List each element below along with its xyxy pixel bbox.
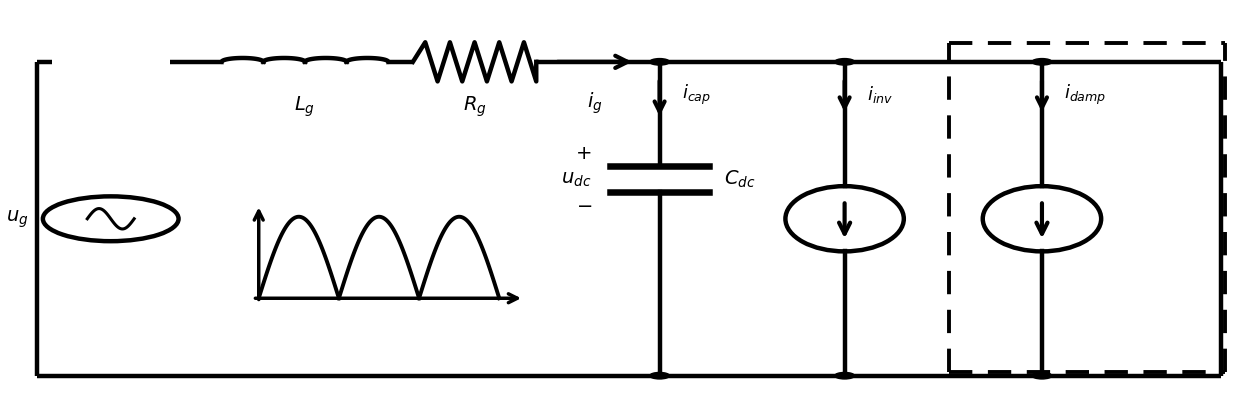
Text: $+$: $+$ <box>575 144 591 163</box>
Text: $L_g$: $L_g$ <box>294 94 315 119</box>
Circle shape <box>1032 58 1052 65</box>
Circle shape <box>650 58 670 65</box>
Circle shape <box>650 373 670 379</box>
Circle shape <box>1032 373 1052 379</box>
Text: $R_g$: $R_g$ <box>463 94 486 119</box>
Text: $u_g$: $u_g$ <box>6 208 29 229</box>
Text: $u_{dc}$: $u_{dc}$ <box>562 169 591 189</box>
Text: $i_{cap}$: $i_{cap}$ <box>682 82 711 107</box>
Text: $-$: $-$ <box>575 195 591 214</box>
Text: $i_g$: $i_g$ <box>587 90 603 116</box>
Circle shape <box>835 373 854 379</box>
Text: $C_{dc}$: $C_{dc}$ <box>724 169 755 190</box>
Text: $i_{damp}$: $i_{damp}$ <box>1064 82 1106 107</box>
Text: $i_{inv}$: $i_{inv}$ <box>867 84 893 105</box>
Circle shape <box>835 58 854 65</box>
